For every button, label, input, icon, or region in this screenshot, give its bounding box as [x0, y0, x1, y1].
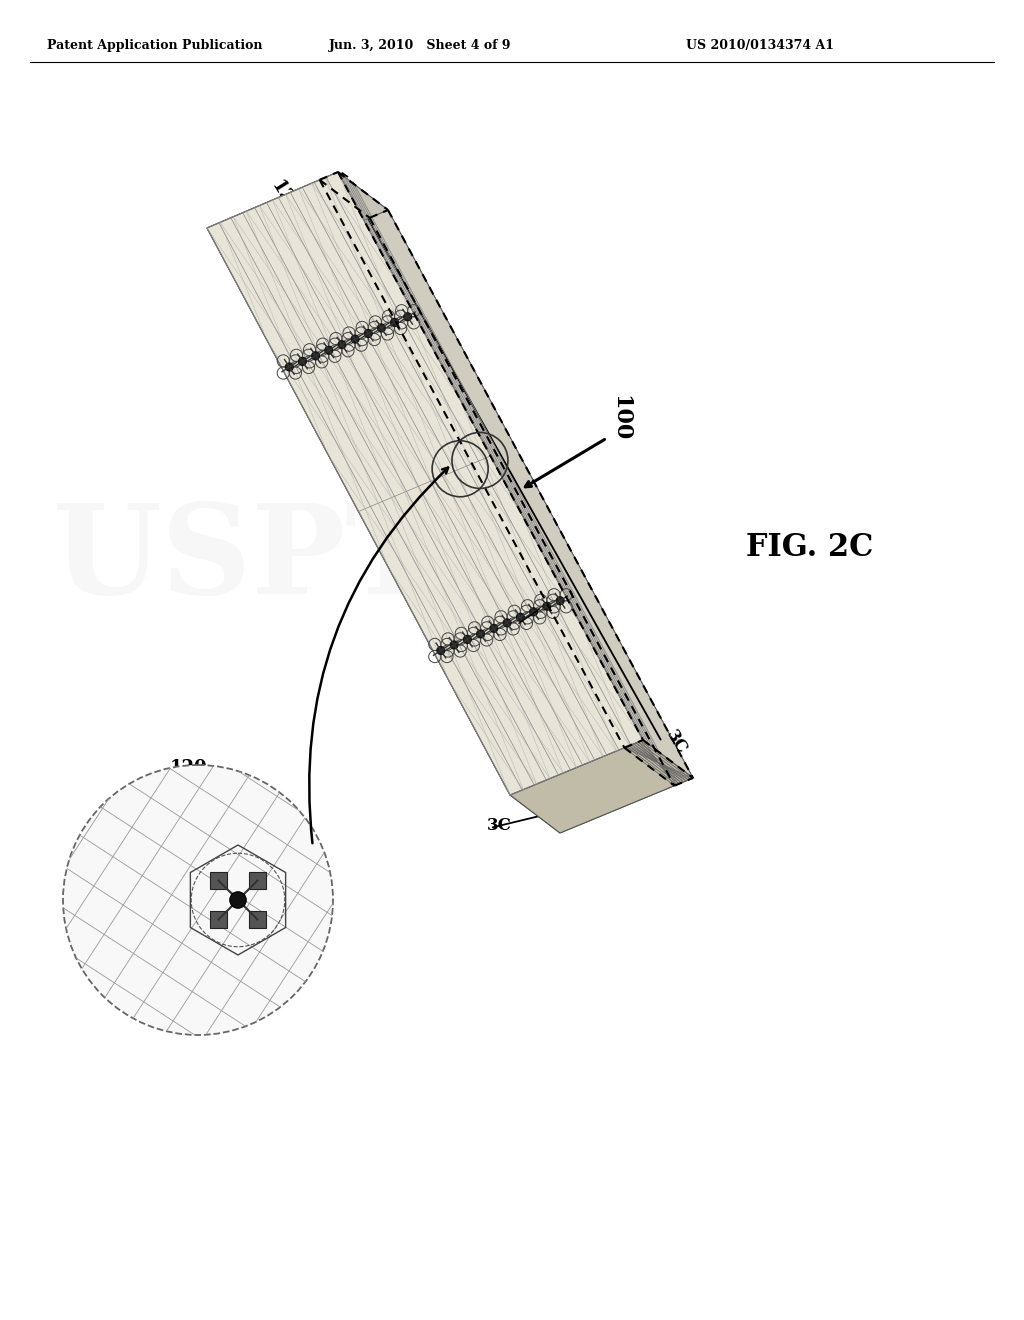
Circle shape — [503, 619, 511, 627]
Circle shape — [286, 363, 293, 371]
Circle shape — [229, 892, 246, 908]
Circle shape — [556, 597, 564, 605]
Polygon shape — [249, 873, 265, 888]
Circle shape — [378, 323, 385, 331]
Circle shape — [351, 335, 359, 343]
Circle shape — [63, 766, 333, 1035]
Text: 3C: 3C — [487, 817, 512, 834]
Polygon shape — [210, 911, 226, 928]
Circle shape — [325, 346, 333, 354]
Polygon shape — [338, 172, 693, 777]
Circle shape — [451, 642, 458, 649]
Circle shape — [476, 630, 484, 638]
Circle shape — [437, 647, 444, 655]
Text: USPTO: USPTO — [52, 499, 548, 620]
Polygon shape — [207, 228, 560, 833]
Circle shape — [464, 635, 471, 643]
Circle shape — [365, 330, 373, 338]
Text: 120: 120 — [170, 759, 208, 777]
Text: US 2010/0134374 A1: US 2010/0134374 A1 — [686, 38, 834, 51]
Circle shape — [529, 607, 538, 616]
Circle shape — [489, 624, 498, 632]
Circle shape — [311, 352, 319, 360]
Circle shape — [516, 614, 524, 622]
Text: Patent Application Publication: Patent Application Publication — [47, 38, 263, 51]
Text: 110: 110 — [523, 599, 552, 634]
Circle shape — [390, 318, 398, 326]
Circle shape — [543, 602, 551, 610]
Polygon shape — [207, 172, 643, 795]
Polygon shape — [210, 873, 226, 888]
Text: FIG. 2C: FIG. 2C — [746, 532, 873, 564]
Polygon shape — [510, 741, 693, 833]
Polygon shape — [257, 210, 693, 833]
Text: 3C: 3C — [662, 727, 689, 758]
Polygon shape — [207, 172, 388, 267]
Text: 120: 120 — [267, 177, 303, 219]
Text: Jun. 3, 2010   Sheet 4 of 9: Jun. 3, 2010 Sheet 4 of 9 — [329, 38, 511, 51]
Circle shape — [298, 358, 306, 366]
Circle shape — [403, 313, 412, 321]
Polygon shape — [249, 911, 265, 928]
Circle shape — [338, 341, 346, 348]
Text: 100: 100 — [609, 395, 631, 441]
